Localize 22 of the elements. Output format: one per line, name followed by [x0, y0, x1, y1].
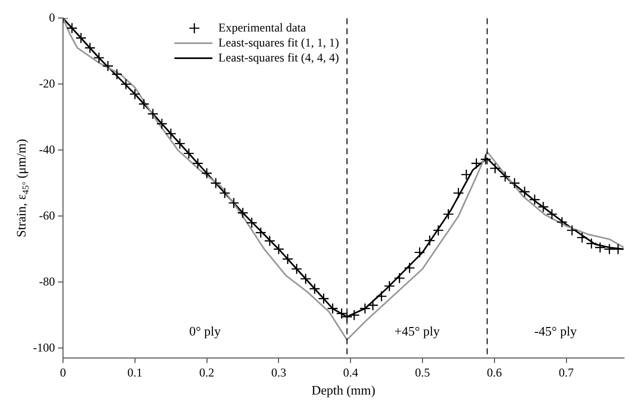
x-tick-label: 0.7 — [558, 365, 574, 380]
x-tick-label: 0.1 — [127, 365, 142, 380]
legend-label: Least-squares fit (4, 4, 4) — [218, 50, 340, 64]
x-tick-label: 0.5 — [414, 365, 430, 380]
y-tick-label: -100 — [32, 340, 55, 354]
y-tick-label: 0 — [48, 10, 55, 24]
y-tick-label: -40 — [38, 142, 55, 156]
y-tick-label: -20 — [38, 76, 55, 90]
legend-label: Least-squares fit (1, 1, 1) — [218, 35, 340, 50]
x-tick-label: 0 — [60, 365, 66, 380]
y-tick-label: -80 — [38, 274, 55, 288]
x-axis-title: Depth (mm) — [311, 382, 376, 398]
x-tick-label: 0.3 — [271, 365, 286, 380]
legend-label: Experimental data — [218, 20, 307, 34]
y-axis-title: Strain, ε45° (μm/m) — [13, 138, 30, 238]
x-tick-label: 0.6 — [486, 365, 502, 380]
x-tick-label: 0.2 — [199, 365, 214, 380]
annotation: 0° ply — [189, 323, 222, 338]
x-tick-label: 0.4 — [343, 365, 358, 380]
annotation: +45° ply — [394, 323, 440, 338]
annotation: -45° ply — [534, 323, 578, 338]
y-tick-label: -60 — [38, 208, 55, 222]
